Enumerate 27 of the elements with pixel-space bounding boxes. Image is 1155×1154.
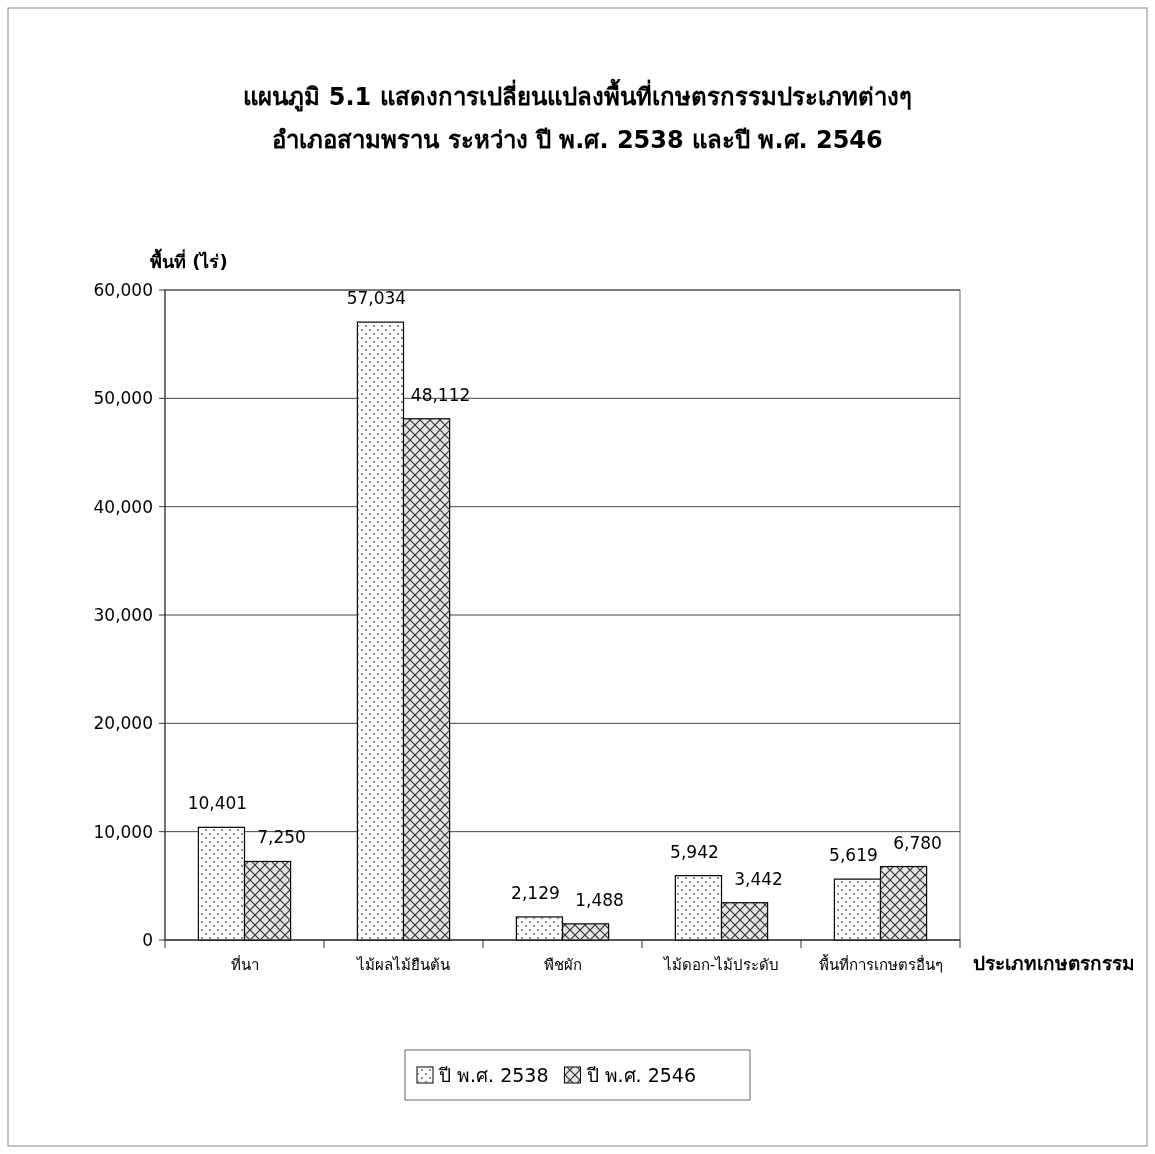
y-tick-label: 10,000 xyxy=(93,821,153,842)
data-label: 57,034 xyxy=(346,288,407,309)
x-tick-label: ที่นา xyxy=(230,954,259,974)
x-tick-label: พื้นที่การเกษตรอื่นๆ xyxy=(818,954,943,974)
y-tick-label: 20,000 xyxy=(93,713,153,734)
data-label: 5,619 xyxy=(829,845,878,866)
data-label: 1,488 xyxy=(575,889,624,910)
chart-title: แผนภูมิ 5.1 แสดงการเปลี่ยนแปลงพื้นที่เกษตรกรรมประเภทต่างๆ xyxy=(243,78,912,112)
y-tick-label: 50,000 xyxy=(93,388,153,409)
data-label: 7,250 xyxy=(257,827,306,848)
x-tick-label: พืชผัก xyxy=(543,956,582,974)
data-label: 10,401 xyxy=(187,793,248,814)
x-tick-label: ไม้ผลไม้ยืนต้น xyxy=(356,956,450,974)
x-tick-label: ไม้ดอก-ไม้ประดับ xyxy=(662,956,780,974)
y-axis-title: พื้นที่ (ไร่) xyxy=(150,248,228,272)
legend-label: ปี พ.ศ. 2546 xyxy=(585,1064,697,1086)
data-label: 5,942 xyxy=(670,841,719,862)
legend-label: ปี พ.ศ. 2538 xyxy=(438,1064,549,1086)
data-label: 2,129 xyxy=(511,882,560,903)
y-tick-label: 30,000 xyxy=(93,605,153,625)
y-tick-label: 60,000 xyxy=(93,280,153,300)
chart-subtitle: อำเภอสามพราน ระหว่าง ปี พ.ศ. 2538 และปี พ.ศ. 2546 xyxy=(272,126,883,154)
y-tick-label: 40,000 xyxy=(93,496,153,517)
data-label: 6,780 xyxy=(893,832,942,853)
data-label: 3,442 xyxy=(734,868,783,889)
y-tick-label: 0 xyxy=(142,930,153,950)
x-axis-title: ประเภทเกษตรกรรม xyxy=(973,952,1135,974)
